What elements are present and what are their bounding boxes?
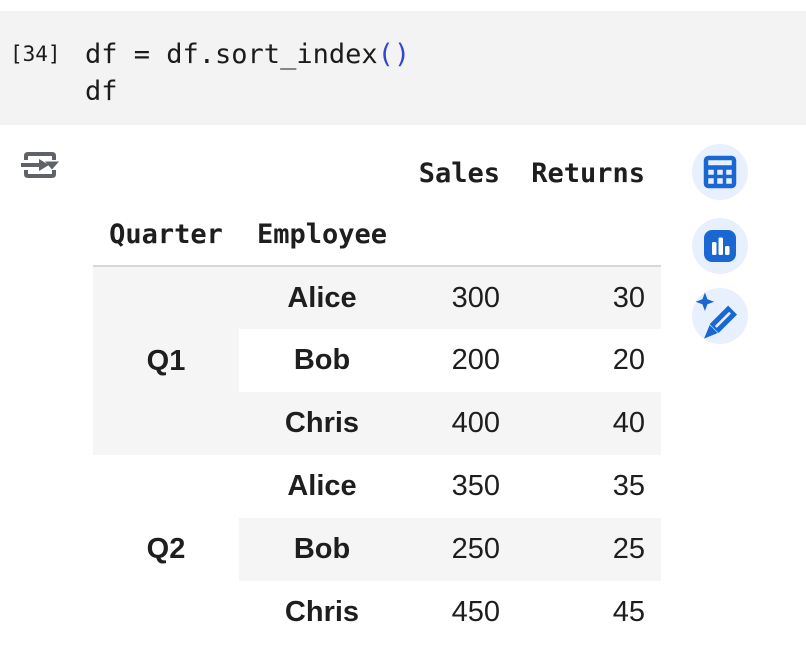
index-cell-employee: Bob: [293, 344, 351, 376]
cell-returns: 35: [612, 470, 645, 502]
cell-sales: 200: [451, 344, 500, 376]
table-row: Chris 400 40: [93, 392, 661, 455]
cell-sales: 400: [405, 392, 516, 455]
cell-sales: 450: [451, 596, 500, 628]
table-row: Bob 250 25: [93, 518, 661, 581]
execution-count: [34]: [10, 42, 61, 66]
table-row: Q1 Alice 300 30: [93, 266, 661, 455]
dataframe-table: Sales Returns Quarter Employee Q1 Alice …: [93, 142, 661, 644]
code-line-1: df = df.sort_index: [85, 39, 378, 70]
pen-spark-icon: [695, 292, 738, 339]
cell-returns: 20: [612, 344, 645, 376]
index-name-quarter: Quarter: [93, 204, 239, 267]
col-header-returns: Returns: [531, 157, 645, 189]
cell-output: Sales Returns Quarter Employee Q1 Alice …: [0, 140, 806, 654]
cell-sales: 350: [451, 470, 500, 502]
generate-code-button[interactable]: [692, 288, 748, 344]
code-editor[interactable]: df = df.sort_index() df: [85, 36, 410, 110]
index-cell-quarter: Q2: [146, 533, 186, 565]
code-line-1-parens: (): [377, 39, 411, 70]
cell-returns: 25: [516, 518, 661, 581]
cell-returns: 30: [516, 266, 661, 329]
index-name-employee: Employee: [239, 204, 405, 267]
index-names-row: Quarter Employee: [93, 204, 661, 267]
suggest-charts-button[interactable]: [692, 218, 748, 274]
output-options-glyph: [21, 152, 59, 178]
code-cell[interactable]: [34] df = df.sort_index() df: [0, 11, 806, 125]
column-header-row: Sales Returns: [93, 142, 661, 204]
index-cell-employee: Bob: [239, 518, 405, 581]
index-cell-employee: Alice: [287, 470, 357, 502]
cell-sales: 250: [405, 518, 516, 581]
cell-returns: 40: [516, 392, 661, 455]
index-cell-employee: Chris: [284, 596, 360, 628]
cell-returns: 45: [612, 596, 645, 628]
index-cell-employee: Alice: [239, 266, 405, 329]
table-icon: [703, 155, 737, 189]
code-line-2: df: [85, 76, 118, 107]
cell-sales: 300: [405, 266, 516, 329]
bar-chart-icon: [704, 230, 736, 262]
index-cell-employee: Chris: [239, 392, 405, 455]
output-options-icon[interactable]: [18, 145, 62, 187]
table-row: Bob 200 20: [93, 329, 661, 392]
index-cell-quarter: Q1: [93, 266, 239, 455]
table-row: Q2 Alice 350 35: [93, 455, 661, 565]
table-row: Chris 450 45: [93, 581, 661, 644]
interactive-table-button[interactable]: [692, 144, 748, 200]
col-header-sales: Sales: [418, 157, 500, 189]
